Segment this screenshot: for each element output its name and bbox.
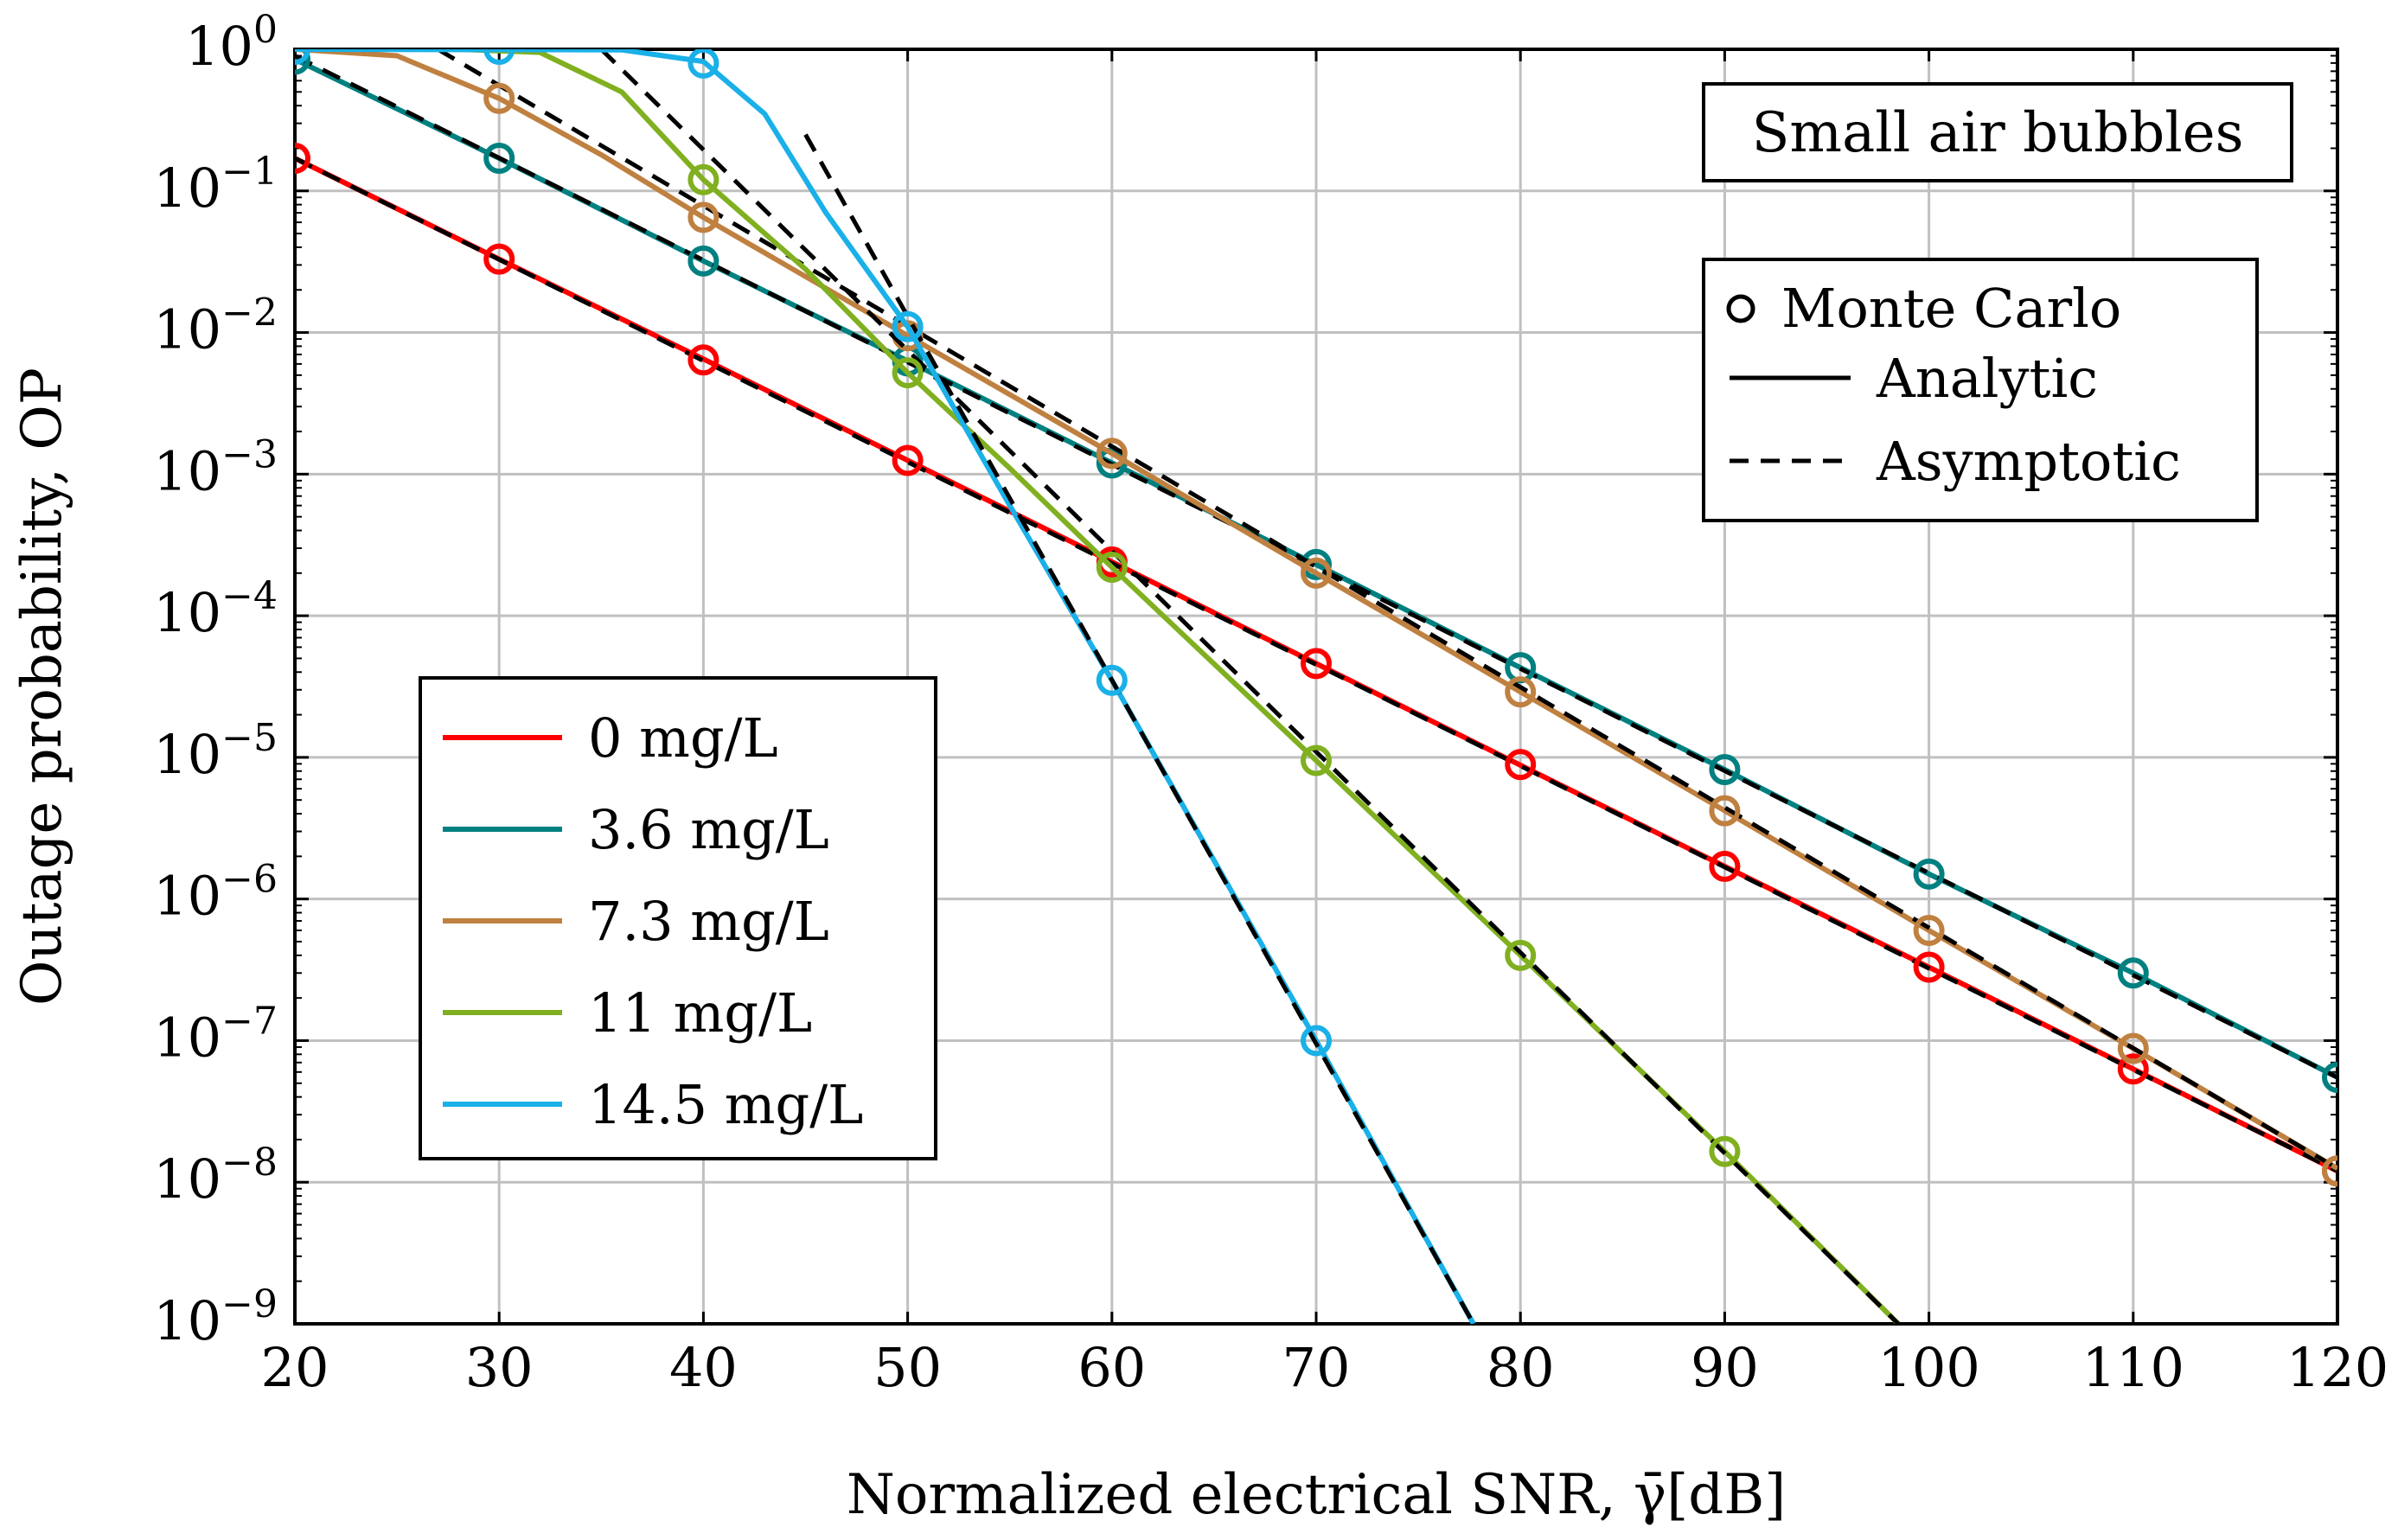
y-tick-labels: 100 10−1 10−2 10−3 10−4 10−5 10−6 10−7 10−8 10−9 (153, 8, 278, 1352)
y-tick-label: 10−9 (153, 1282, 278, 1352)
x-tick-label: 50 (873, 1336, 942, 1399)
y-tick-label: 10−8 (153, 1141, 278, 1211)
legend-series-label: 3.6 mg/L (588, 798, 829, 861)
monte-carlo-point (1301, 1025, 1332, 1057)
asymptotic-line (295, 54, 2337, 1080)
monte-carlo-point (687, 344, 719, 376)
y-tick-label: 10−3 (153, 432, 278, 502)
y-tick-label: 10−5 (153, 716, 278, 786)
monte-carlo-point (1096, 438, 1128, 470)
monte-carlo-point (2322, 1155, 2337, 1187)
monte-carlo-point (1913, 951, 1945, 983)
monte-carlo-point (687, 201, 719, 233)
monte-carlo-point (2117, 1053, 2149, 1085)
monte-carlo-point (483, 82, 515, 114)
legend-asymptotic-label: Asymptotic (1876, 430, 2181, 493)
monte-carlo-point (892, 444, 924, 476)
series-layer (295, 49, 2337, 1324)
monte-carlo-point (1301, 744, 1332, 776)
monte-carlo-point (1301, 648, 1332, 680)
x-tick-label: 70 (1282, 1336, 1351, 1399)
monte-carlo-point (1709, 1135, 1741, 1167)
x-tick-label: 100 (1877, 1336, 1979, 1399)
y-axis-title: Outage probability, OP (10, 367, 74, 1006)
monte-carlo-point (2117, 957, 2149, 989)
monte-carlo-point (1913, 858, 1945, 890)
legend-markers: Monte Carlo Analytic Asymptotic (1702, 258, 2259, 522)
monte-carlo-point (687, 49, 719, 79)
asymptotic-line (437, 49, 2337, 1171)
asymptotic-line (295, 156, 2337, 1173)
monte-carlo-point (1505, 939, 1537, 971)
analytic-line (295, 49, 2337, 1171)
legend-markers-frame (1702, 258, 2259, 522)
monte-carlo-point (1301, 557, 1332, 589)
legend-monte-carlo-label: Monte Carlo (1781, 277, 2121, 340)
series-4 (295, 49, 1476, 1324)
monte-carlo-point (892, 357, 924, 389)
y-tick-label: 10−4 (153, 574, 278, 644)
y-tick-label: 100 (185, 8, 278, 78)
x-tick-label: 60 (1078, 1336, 1146, 1399)
monte-carlo-point (1505, 749, 1537, 781)
monte-carlo-point (1913, 915, 1945, 947)
y-tick-label: 10−6 (153, 858, 278, 928)
monte-carlo-point (2117, 1032, 2149, 1064)
x-tick-label: 90 (1691, 1336, 1759, 1399)
monte-carlo-point (1505, 676, 1537, 708)
monte-carlo-point (483, 143, 515, 175)
monte-carlo-point (295, 49, 310, 75)
x-tick-label: 80 (1487, 1336, 1555, 1399)
monte-carlo-point (687, 245, 719, 277)
legend-series-label: 14.5 mg/L (588, 1073, 863, 1136)
monte-carlo-point (1096, 664, 1128, 696)
x-tick-label: 40 (669, 1336, 738, 1399)
series-3 (295, 49, 1901, 1324)
monte-carlo-point (687, 163, 719, 195)
y-tick-label: 10−7 (153, 999, 278, 1069)
monte-carlo-point (295, 143, 310, 175)
monte-carlo-point (1709, 795, 1741, 827)
x-tick-label: 20 (261, 1336, 329, 1399)
analytic-line (295, 49, 1476, 1324)
annotation-frame (1702, 82, 2293, 182)
annotation-text: Small air bubbles (1752, 101, 2244, 165)
legend-series-label: 0 mg/L (588, 706, 778, 770)
annotation-box: Small air bubbles (1702, 82, 2293, 182)
monte-carlo-point (892, 310, 924, 342)
x-tick-label: 30 (465, 1336, 534, 1399)
asymptotic-line (599, 49, 1900, 1324)
monte-carlo-point (1709, 754, 1741, 786)
y-tick-label: 10−1 (153, 150, 278, 220)
legend-monte-carlo-marker (1726, 294, 1755, 323)
x-tick-label: 120 (2286, 1336, 2388, 1399)
legend-analytic-label: Analytic (1876, 347, 2098, 410)
legend-series-label: 11 mg/L (588, 981, 812, 1045)
x-tick-labels: 20 30 40 50 60 70 80 90 100 110 120 (261, 1336, 2389, 1399)
monte-carlo-point (1096, 552, 1128, 584)
monte-carlo-point (483, 49, 515, 65)
monte-carlo-point (483, 243, 515, 275)
legend-series-label: 7.3 mg/L (588, 890, 829, 953)
monte-carlo-point (2322, 1061, 2337, 1093)
x-axis-title: Normalized electrical SNR, γ̄[dB] (847, 1463, 1786, 1527)
x-tick-label: 110 (2082, 1336, 2184, 1399)
y-tick-label: 10−2 (153, 291, 278, 361)
monte-carlo-point (1709, 850, 1741, 882)
plot-frame (293, 48, 2339, 1326)
legend-series: 0 mg/L 3.6 mg/L 7.3 mg/L 11 mg/L 14.5 mg/L (419, 676, 937, 1160)
